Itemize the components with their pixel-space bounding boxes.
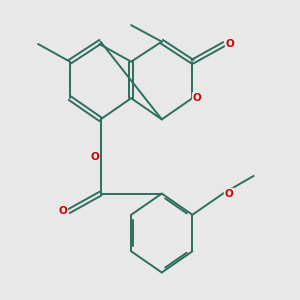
Text: O: O (193, 93, 202, 103)
Text: O: O (226, 39, 235, 49)
Text: O: O (90, 152, 99, 162)
Text: O: O (224, 189, 233, 199)
Text: O: O (58, 206, 67, 216)
